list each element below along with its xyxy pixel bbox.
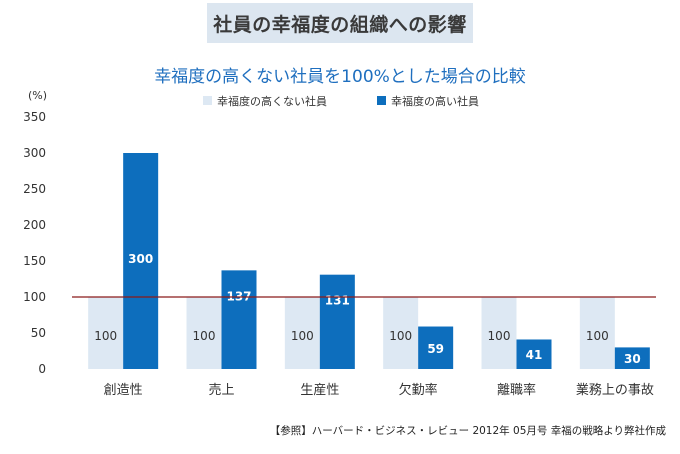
y-tick-label: 50 (31, 326, 46, 340)
y-tick-label: 100 (23, 290, 46, 304)
bar-happy-value-label: 41 (526, 348, 543, 362)
bar-happy-value-label: 131 (325, 294, 350, 308)
x-category-label: 創造性 (104, 383, 143, 398)
y-axis: (%) 0 50 100 150 200 250 300 350 (23, 89, 47, 376)
bar-baseline-value-label: 100 (193, 329, 216, 343)
y-tick-label: 300 (23, 146, 46, 160)
bar-baseline-value-label: 100 (389, 329, 412, 343)
legend-baseline-label: 幸福度の高くない社員 (217, 94, 327, 108)
x-axis: 創造性 売上 生産性 欠勤率 離職率 業務上の事故 (104, 382, 654, 398)
x-category-label: 生産性 (300, 382, 339, 398)
x-category-label: 離職率 (497, 382, 536, 398)
bar-baseline (481, 297, 517, 369)
source-footnote: 【参照】ハーバード・ビジネス・レビュー 2012年 05月号 幸福の戦略より弊社… (269, 425, 666, 437)
x-category-label: 業務上の事故 (576, 382, 654, 398)
bar-happy (418, 326, 454, 369)
x-category-label: 売上 (208, 382, 234, 398)
chart-main-title: 社員の幸福度の組織への影響 (207, 3, 473, 43)
y-tick-label: 350 (23, 110, 46, 124)
bar-happy (516, 339, 552, 369)
y-axis-unit-label: (%) (28, 89, 47, 102)
bar-baseline-value-label: 100 (291, 329, 314, 343)
y-tick-label: 150 (23, 254, 46, 268)
bar-baseline (284, 297, 320, 369)
bar-baseline-value-label: 100 (488, 329, 511, 343)
bar-happy (221, 270, 257, 369)
bar-baseline (383, 297, 419, 369)
legend-baseline-swatch (203, 96, 212, 105)
x-category-label: 欠勤率 (399, 382, 438, 398)
bar-happy-value-label: 30 (624, 352, 641, 366)
legend-happy-label: 幸福度の高い社員 (391, 94, 479, 108)
bar-happy-value-label: 59 (427, 342, 444, 356)
y-tick-label: 200 (23, 218, 46, 232)
chart-subtitle: 幸福度の高くない社員を100%とした場合の比較 (154, 67, 526, 87)
bar-baseline (579, 297, 615, 369)
bar-happy (319, 274, 355, 369)
bar-happy (123, 153, 159, 369)
legend-happy-swatch (377, 96, 386, 105)
bar-baseline-value-label: 100 (586, 329, 609, 343)
legend: 幸福度の高くない社員 幸福度の高い社員 (203, 94, 479, 108)
y-tick-label: 250 (23, 182, 46, 196)
bar-happy-value-label: 300 (128, 252, 153, 266)
bar-baseline (88, 297, 124, 369)
bar-happy (614, 347, 650, 369)
bar-baseline (186, 297, 222, 369)
y-tick-label: 0 (38, 362, 46, 376)
bar-baseline-value-label: 100 (94, 329, 117, 343)
